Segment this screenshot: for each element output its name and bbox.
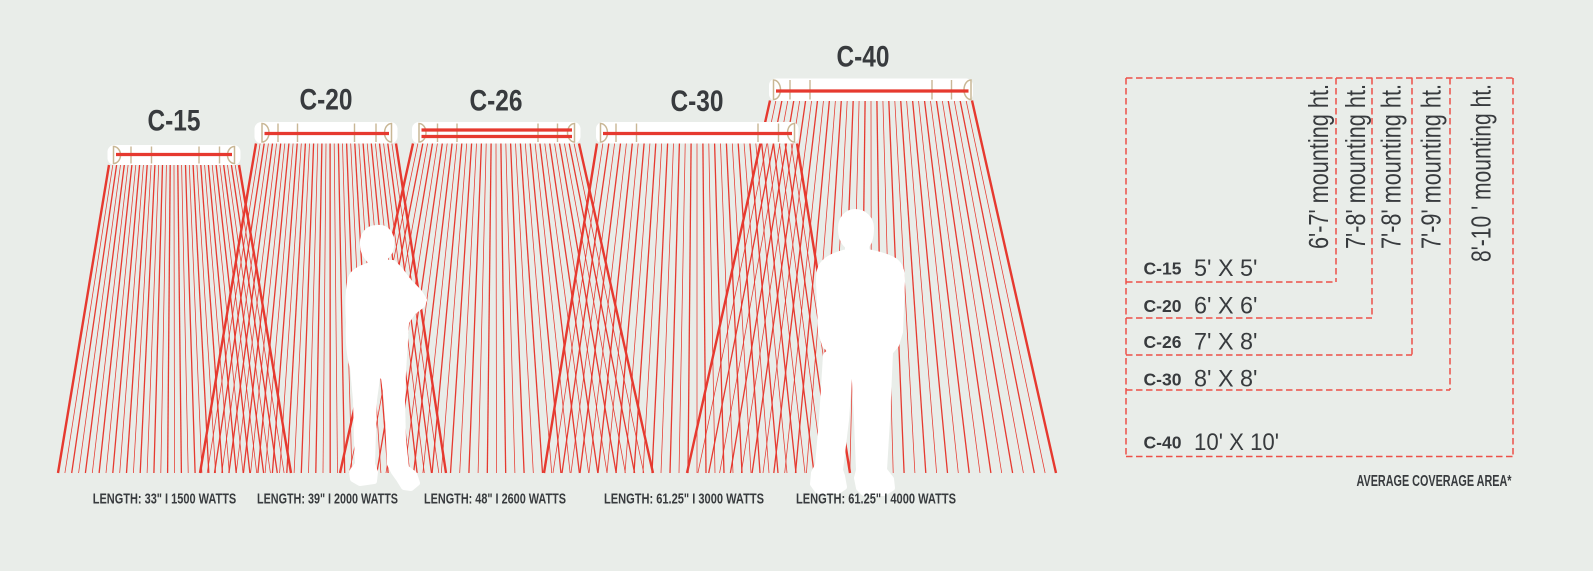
svg-text:C-40: C-40 <box>837 41 890 74</box>
svg-text:8' X 8': 8' X 8' <box>1194 366 1258 393</box>
svg-text:LENGTH: 61.25" I 3000 WATTS: LENGTH: 61.25" I 3000 WATTS <box>604 491 764 508</box>
svg-text:7'-9' mounting ht.: 7'-9' mounting ht. <box>1416 84 1447 249</box>
svg-text:C-15: C-15 <box>148 105 201 138</box>
svg-text:C-40: C-40 <box>1144 433 1182 453</box>
svg-text:LENGTH: 48" I 2600 WATTS: LENGTH: 48" I 2600 WATTS <box>424 491 566 508</box>
svg-text:C-26: C-26 <box>1144 332 1182 352</box>
svg-text:6'-7' mounting ht.: 6'-7' mounting ht. <box>1303 84 1334 249</box>
svg-text:7' X 8': 7' X 8' <box>1194 328 1258 355</box>
svg-text:10' X 10': 10' X 10' <box>1194 429 1279 456</box>
svg-text:C-30: C-30 <box>671 85 724 118</box>
svg-text:C-20: C-20 <box>300 84 353 117</box>
svg-text:LENGTH: 39" I 2000 WATTS: LENGTH: 39" I 2000 WATTS <box>257 491 398 508</box>
svg-text:7'-8' mounting ht.: 7'-8' mounting ht. <box>1340 84 1371 249</box>
svg-text:C-30: C-30 <box>1144 369 1182 389</box>
svg-text:5' X 5': 5' X 5' <box>1194 255 1258 282</box>
svg-text:C-15: C-15 <box>1144 259 1182 279</box>
svg-text:AVERAGE COVERAGE AREA*: AVERAGE COVERAGE AREA* <box>1357 473 1513 490</box>
svg-text:7'-8' mounting ht.: 7'-8' mounting ht. <box>1376 84 1407 249</box>
svg-text:LENGTH: 61.25" I 4000 WATTS: LENGTH: 61.25" I 4000 WATTS <box>796 491 956 508</box>
svg-text:6' X 6': 6' X 6' <box>1194 292 1258 319</box>
svg-text:C-26: C-26 <box>470 85 523 118</box>
svg-text:8'-10 ' mounting ht.: 8'-10 ' mounting ht. <box>1466 84 1497 262</box>
svg-text:LENGTH: 33" I 1500 WATTS: LENGTH: 33" I 1500 WATTS <box>93 491 237 508</box>
svg-text:C-20: C-20 <box>1144 296 1182 316</box>
